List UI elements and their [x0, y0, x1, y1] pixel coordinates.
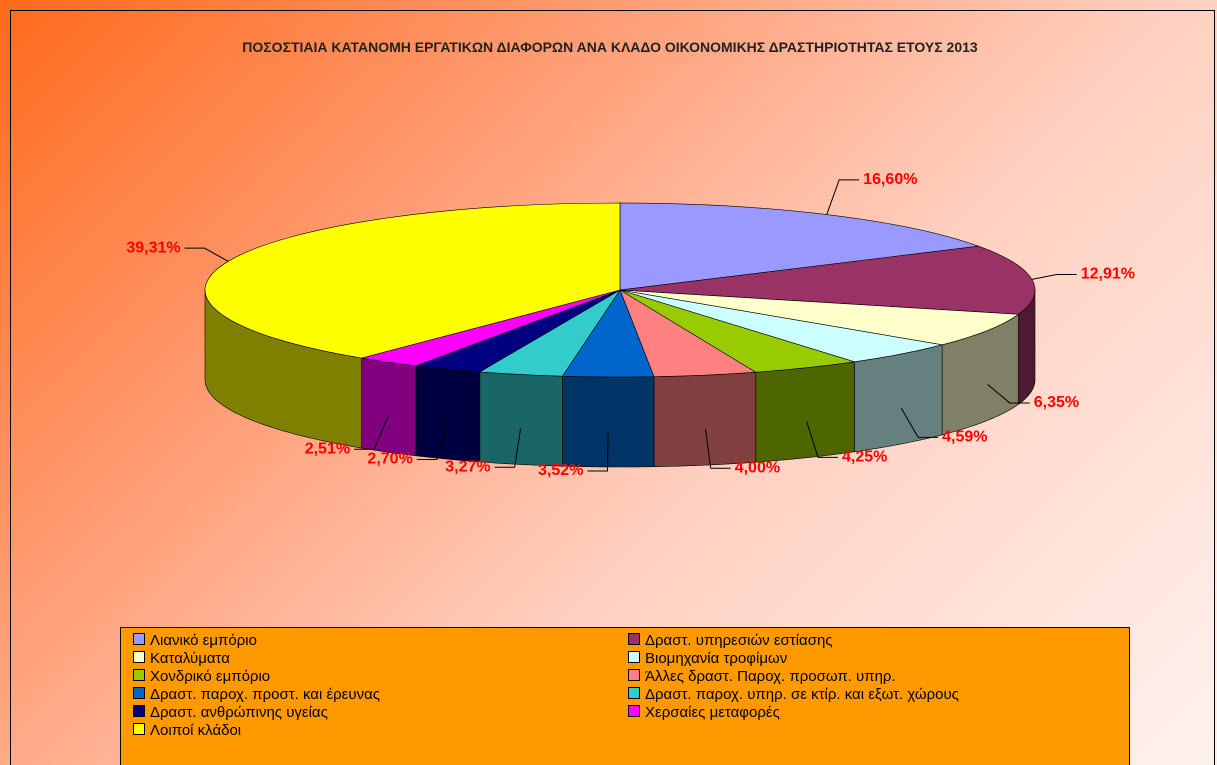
legend-label: Λιανικό εμπόριο [150, 632, 257, 649]
leader-line [1031, 273, 1077, 280]
data-label: 16,60% [863, 171, 917, 188]
data-label: 39,31% [126, 239, 180, 256]
legend-label: Δραστ. παροχ. υπηρ. σε κτίρ. και εξωτ. χ… [645, 686, 959, 703]
leader-line [705, 429, 731, 469]
data-label: 6,35% [1034, 394, 1079, 411]
leader-line [900, 407, 939, 438]
legend-swatch [133, 723, 145, 735]
legend-label: Άλλες δραστ. Παροχ. προσωπ. υπηρ. [645, 668, 896, 685]
leader-line [806, 421, 839, 458]
legend-label: Χονδρικό εμπόριο [150, 668, 271, 685]
legend-label: Δραστ. ανθρώπινης υγείας [150, 704, 328, 721]
leader-line [416, 422, 448, 460]
legend-item: Καταλύματα [133, 650, 230, 667]
legend-swatch [628, 633, 640, 645]
legend-swatch [628, 651, 640, 663]
legend-item: Δραστ. παροχ. υπηρ. σε κτίρ. και εξωτ. χ… [628, 686, 959, 703]
data-label: 12,91% [1081, 266, 1135, 283]
slice [204, 202, 621, 359]
slice [619, 245, 1036, 315]
slice-side [653, 371, 757, 468]
legend-swatch [133, 687, 145, 699]
slice-side [361, 357, 417, 457]
leader-line [354, 415, 389, 450]
legend-item: Χερσαίες μεταφορές [628, 704, 780, 721]
legend-label: Δραστ. παροχ. προστ. και έρευνας [150, 686, 380, 703]
legend-item: Δραστ. ανθρώπινης υγείας [133, 704, 328, 721]
slice-side [755, 361, 855, 463]
data-label: 4,25% [842, 449, 887, 466]
leader-line [184, 247, 229, 262]
legend-item: Χονδρικό εμπόριο [133, 668, 270, 685]
legend-item: Βιομηχανία τροφίμων [628, 650, 787, 667]
legend-item: Λοιποί κλάδοι [133, 722, 241, 739]
legend-item: Λιανικό εμπόριο [133, 632, 257, 649]
data-label: 4,00% [735, 459, 780, 476]
legend-item: Δραστ. παροχ. προστ. και έρευνας [133, 686, 380, 703]
legend-swatch [133, 633, 145, 645]
chart-title: ΠΟΣΟΣΤΙΑΙΑ ΚΑΤΑΝΟΜΗ ΕΡΓΑΤΙΚΩΝ ΔΙΑΦΟΡΩΝ Α… [242, 39, 978, 55]
data-label: 3,27% [445, 459, 490, 476]
data-label: 3,52% [538, 462, 583, 479]
leader-line [987, 383, 1030, 404]
legend-swatch [133, 705, 145, 717]
leader-line [494, 428, 522, 468]
slice-side [854, 344, 943, 453]
legend-swatch [133, 669, 145, 681]
slice-side [415, 365, 481, 463]
slice [619, 289, 1020, 346]
legend-item: Δραστ. υπηρεσιών εστίασης [628, 632, 833, 649]
data-label: 2,51% [305, 441, 350, 458]
legend-label: Καταλύματα [150, 650, 230, 667]
legend-label: Λοιποί κλάδοι [150, 722, 242, 739]
data-label: 4,59% [942, 429, 987, 446]
legend-item: Άλλες δραστ. Παροχ. προσωπ. υπηρ. [628, 668, 896, 685]
legend-swatch [628, 669, 640, 681]
leader-line [826, 179, 860, 215]
slice-side [479, 371, 563, 467]
legend-label: Βιομηχανία τροφίμων [645, 650, 788, 667]
legend-swatch [628, 705, 640, 717]
slice [619, 289, 943, 363]
slice [619, 202, 979, 291]
legend-swatch [628, 687, 640, 699]
legend: Λιανικό εμπόριο Δραστ. υπηρεσιών εστίασης… [120, 627, 1130, 765]
legend-swatch [133, 651, 145, 663]
leader-line [587, 430, 609, 472]
legend-label: Χερσαίες μεταφορές [645, 704, 780, 721]
chart-frame [10, 10, 1215, 765]
data-label: 2,70% [367, 451, 412, 468]
legend-label: Δραστ. υπηρεσιών εστίασης [645, 632, 833, 649]
